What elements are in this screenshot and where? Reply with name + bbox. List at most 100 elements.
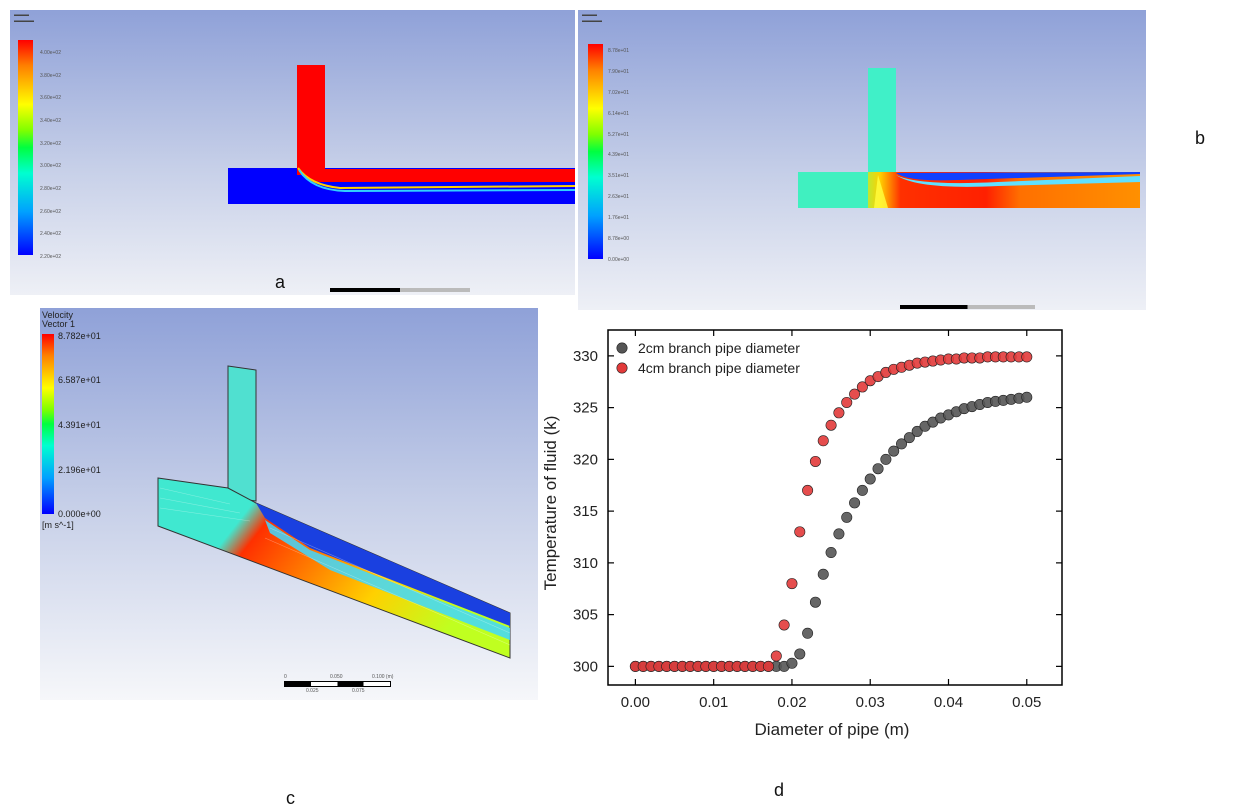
series-2cm-point [841, 511, 853, 523]
series-2cm-point [794, 648, 806, 660]
panel-c-pipe-geometry [157, 365, 511, 659]
series-4cm-point [770, 650, 782, 662]
panel-c-legend-unit: [m s^-1] [42, 520, 74, 530]
panel-a-label: a [275, 272, 286, 292]
series-2cm-point [825, 547, 837, 559]
legend-tick: 4.39e+01 [608, 152, 629, 159]
x-tick-label: 0.04 [934, 694, 963, 711]
scale-tick: 0 [284, 674, 287, 680]
series-2cm-point [896, 438, 908, 450]
series-4cm-point [802, 484, 814, 496]
y-tick-label: 325 [573, 400, 598, 417]
legend-tick: 0.000e+00 [58, 509, 101, 519]
series-2cm-point [872, 463, 884, 475]
panel-b-legend-ticks: 8.78e+01 7.90e+01 7.02e+01 6.14e+01 5.27… [608, 48, 629, 263]
legend-tick: 3.40e+02 [40, 117, 61, 124]
series-4cm-point [856, 381, 868, 393]
y-tick-label: 300 [573, 658, 598, 675]
y-tick-label: 315 [573, 503, 598, 520]
legend-tick: 8.78e+00 [608, 236, 629, 243]
legend-tick: 2.196e+01 [58, 465, 101, 475]
legend-tick: 2.20e+02 [40, 253, 61, 260]
y-tick-label: 330 [573, 348, 598, 365]
legend-tick: 3.00e+02 [40, 163, 61, 170]
series-4cm-point [825, 419, 837, 431]
panel-b-scale-bar [900, 305, 1035, 309]
series-2cm-point [833, 528, 845, 540]
series-4cm-point [841, 396, 853, 408]
legend-tick: 0.00e+00 [608, 256, 629, 263]
x-axis-label: Diameter of pipe (m) [755, 720, 910, 739]
plot-frame [607, 329, 1063, 686]
legend-item-2cm-label: 2cm branch pipe diameter [638, 340, 800, 356]
x-tick-label: 0.00 [621, 694, 650, 711]
legend-tick: 5.27e+01 [608, 131, 629, 138]
series-2cm-point [786, 657, 798, 669]
series-4cm-point [1021, 351, 1033, 363]
legend-tick: 2.60e+02 [40, 208, 61, 215]
legend-item-4cm-marker [616, 362, 628, 374]
panel-b-colorbar [588, 44, 603, 259]
series-2cm-point [1021, 391, 1033, 403]
panel-a-colorbar [18, 40, 33, 255]
panel-a-contour: ▬▬▬ ▬▬▬▬ 4.00e+02 3.80e+02 3.60e+02 3.40e… [10, 10, 575, 295]
panel-a-legend-title: ▬▬▬ ▬▬▬▬ [14, 12, 34, 24]
series-4cm-point [786, 578, 798, 590]
y-tick-label: 320 [573, 451, 598, 468]
legend-item-2cm-marker [616, 342, 628, 354]
legend-tick: 6.587e+01 [58, 375, 101, 385]
series-4cm-point [833, 407, 845, 419]
legend-tick: 2.80e+02 [40, 185, 61, 192]
x-tick-label: 0.03 [856, 694, 885, 711]
series-4cm-point [778, 619, 790, 631]
series-2cm-point [802, 627, 814, 639]
panel-b-label: b [1195, 128, 1206, 148]
x-tick-label: 0.01 [699, 694, 728, 711]
series-4cm-point [809, 455, 821, 467]
legend-tick: 7.02e+01 [608, 89, 629, 96]
series-2cm-point [809, 596, 821, 608]
series-2cm-point [888, 445, 900, 457]
panel-c-legend-title-2: Vector 1 [42, 319, 76, 329]
scale-tick: 0.075 [352, 688, 365, 694]
legend-tick: 4.00e+02 [40, 50, 61, 56]
legend-tick: 6.14e+01 [608, 110, 629, 117]
panel-b-contour: ▬▬▬ ▬▬▬▬ 8.78e+01 7.90e+01 7.02e+01 6.14e… [578, 10, 1146, 310]
series-2cm-point [880, 453, 892, 465]
series-2cm-point [849, 497, 861, 509]
panel-d-label: d [774, 780, 785, 800]
series-2cm-point [817, 568, 829, 580]
panel-c-legend-title-1: Velocity [42, 310, 74, 320]
y-tick-label: 310 [573, 555, 598, 572]
legend-tick: 8.782e+01 [58, 331, 101, 341]
y-axis-label: Temperature of fluid (k) [541, 416, 560, 591]
scale-tick: 0.025 [306, 688, 319, 694]
series-2cm-point [911, 425, 923, 437]
series-2cm-point [864, 473, 876, 485]
legend-tick: 3.20e+02 [40, 140, 61, 147]
legend-tick: 8.78e+01 [608, 48, 629, 54]
legend-tick: 1.76e+01 [608, 215, 629, 222]
scale-tick: 0.050 [330, 674, 343, 680]
series-4cm-point [817, 435, 829, 447]
x-tick-label: 0.02 [777, 694, 806, 711]
panel-c-colorbar [42, 334, 54, 514]
panel-c-streamlines: Velocity Vector 1 8.782e+01 6.587e+01 4.… [40, 308, 538, 700]
legend-tick: 7.90e+01 [608, 68, 629, 75]
series-4cm-point [794, 526, 806, 538]
x-tick-label: 0.05 [1012, 694, 1041, 711]
panel-c-label: c [286, 788, 295, 808]
legend-tick: 3.51e+01 [608, 173, 629, 180]
panel-b-legend-title: ▬▬▬ ▬▬▬▬ [582, 12, 602, 24]
series-2cm-point [856, 484, 868, 496]
legend-tick: 4.391e+01 [58, 420, 101, 430]
panel-a-legend-ticks: 4.00e+02 3.80e+02 3.60e+02 3.40e+02 3.20… [40, 50, 61, 260]
panel-d-chart: 0.00 0.01 0.02 0.03 0.04 0.05 300 305 310 315 320 3… [541, 329, 1063, 739]
panel-a-scale-bar [330, 288, 470, 292]
legend-tick: 3.80e+02 [40, 72, 61, 79]
legend-tick: 2.63e+01 [608, 194, 629, 201]
panel-c-scale-bar [284, 681, 391, 687]
scale-tick: 0.100 (m) [372, 674, 394, 680]
legend-item-4cm-label: 4cm branch pipe diameter [638, 360, 800, 376]
panel-a-pipe-geometry [228, 65, 575, 204]
